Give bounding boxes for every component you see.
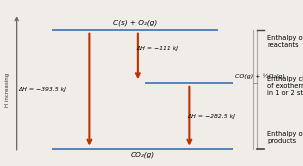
Text: Enthalpy of
reactants: Enthalpy of reactants — [267, 35, 303, 48]
Text: ΔH = −111 kJ: ΔH = −111 kJ — [136, 46, 178, 51]
Text: C(s) + O₂(g): C(s) + O₂(g) — [113, 19, 157, 26]
Text: Enthalpy change
of exothermic reaction
in 1 or 2 steps: Enthalpy change of exothermic reaction i… — [267, 76, 303, 96]
Text: H increasing: H increasing — [5, 73, 10, 107]
Text: Enthalpy of
products: Enthalpy of products — [267, 131, 303, 144]
Text: CO(g) + ½O₂(g): CO(g) + ½O₂(g) — [235, 74, 285, 79]
Text: CO₂(g): CO₂(g) — [130, 152, 155, 158]
Text: ΔH = −282.5 kJ: ΔH = −282.5 kJ — [188, 114, 236, 119]
Text: ΔH = −393.5 kJ: ΔH = −393.5 kJ — [18, 87, 66, 92]
